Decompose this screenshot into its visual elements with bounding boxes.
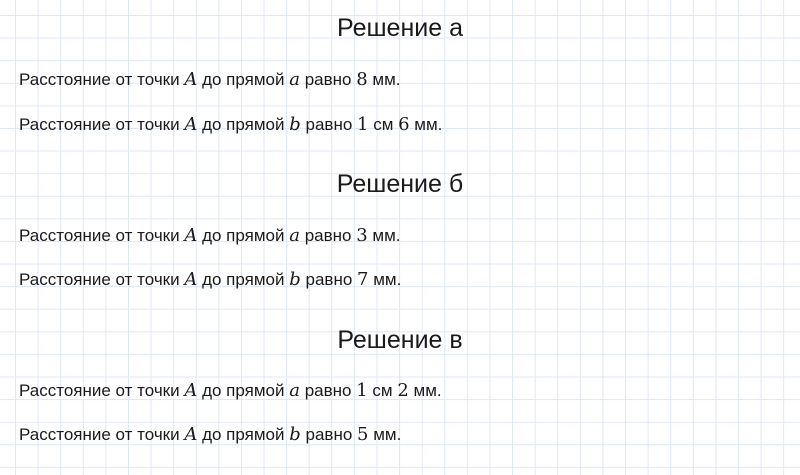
value-number: 1 [356,380,368,401]
answer-line: Расстояние от точки A до прямой b равно … [19,268,401,292]
value-number: 8 [356,69,368,90]
prefix-text: Расстояние от точки [19,381,180,400]
equals-text: равно [305,270,353,289]
answer-line: Расстояние от точки A до прямой b равно … [19,423,401,447]
value-unit: мм. [368,425,402,444]
equals-text: равно [305,425,353,444]
section-title: Решение б [336,170,464,198]
value-number: 5 [357,424,369,445]
answer-line: Расстояние от точки A до прямой b равно … [19,113,442,137]
section-title: Решение в [337,326,463,354]
value-unit: мм. [408,381,442,400]
value-unit: мм. [409,115,443,134]
prefix-text: Расстояние от точки [19,70,180,89]
line-variable: b [289,424,301,445]
equals-text: равно [304,381,352,400]
line-variable: a [289,380,300,401]
mid-text: до прямой [202,381,285,400]
value-unit: см [367,381,398,400]
mid-text: до прямой [202,270,285,289]
prefix-text: Расстояние от точки [19,115,180,134]
point-variable: A [184,424,198,445]
value-unit: см [368,115,399,134]
point-variable: A [184,114,198,135]
section-title: Решение а [337,14,463,42]
point-variable: A [184,69,198,90]
equals-text: равно [304,70,352,89]
mid-text: до прямой [202,115,285,134]
value-unit: мм. [368,270,402,289]
answer-line: Расстояние от точки A до прямой a равно … [19,68,401,92]
value-unit: мм. [367,226,401,245]
line-variable: a [289,225,300,246]
prefix-text: Расстояние от точки [19,226,180,245]
value-number: 7 [357,269,369,290]
answer-line: Расстояние от точки A до прямой a равно … [19,224,401,248]
prefix-text: Расстояние от точки [19,270,180,289]
value-number: 3 [356,225,368,246]
answer-line: Расстояние от точки A до прямой a равно … [19,379,442,403]
point-variable: A [184,269,198,290]
mid-text: до прямой [202,70,285,89]
mid-text: до прямой [202,226,285,245]
line-variable: b [289,114,301,135]
value-number: 6 [398,114,410,135]
line-variable: a [289,69,300,90]
equals-text: равно [305,115,353,134]
value-number: 2 [397,380,409,401]
equals-text: равно [304,226,352,245]
value-number: 1 [357,114,369,135]
point-variable: A [184,225,198,246]
prefix-text: Расстояние от точки [19,425,180,444]
point-variable: A [184,380,198,401]
line-variable: b [289,269,301,290]
value-unit: мм. [367,70,401,89]
mid-text: до прямой [202,425,285,444]
